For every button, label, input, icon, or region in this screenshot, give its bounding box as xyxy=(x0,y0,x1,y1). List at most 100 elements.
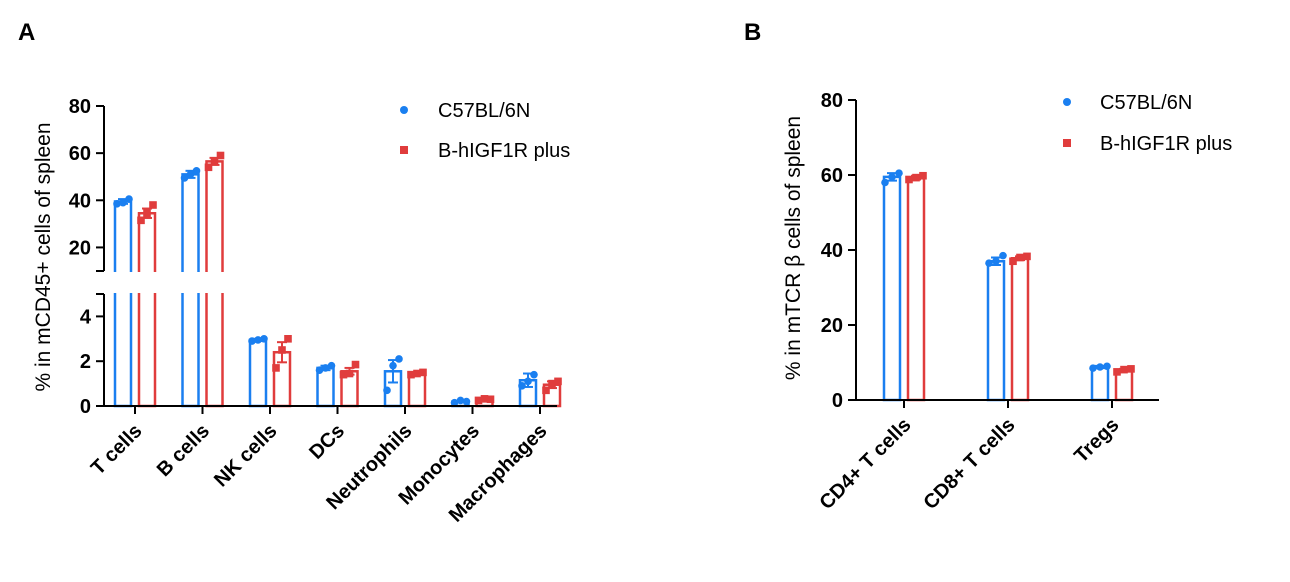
point-b-higf1r-plus-macrophages-1 xyxy=(542,386,550,395)
legend-a-c57-marker xyxy=(400,106,408,114)
point-b-higf1r-plus-neutrophils-1 xyxy=(407,370,415,379)
panel-a-y-tick-label-4: 4 xyxy=(80,306,92,328)
panel-a-legend: C57BL/6N B-hIGF1R plus xyxy=(400,100,570,162)
point-c57bl-6n-cd8-t-cells-2 xyxy=(999,251,1007,260)
point-c57bl-6n-cd4-t-cells-2 xyxy=(895,169,903,177)
panel-b-y-tick-label-80: 80 xyxy=(821,90,843,112)
point-c57bl-6n-cd4-t-cells-3 xyxy=(888,173,896,181)
point-c57bl-6n-macrophages-3 xyxy=(524,377,532,386)
point-c57bl-6n-monocytes-1 xyxy=(450,398,459,407)
panel-a-bars xyxy=(107,151,567,408)
category-label-dcs: DCs xyxy=(305,420,349,464)
point-c57bl-6n-tregs-3 xyxy=(1096,363,1104,371)
point-c57bl-6n-dcs-1 xyxy=(315,366,324,374)
legend-b-c57-marker xyxy=(1063,98,1071,106)
point-c57bl-6n-tregs-1 xyxy=(1089,364,1097,372)
panel-a-y-tick-label-0: 0 xyxy=(80,396,91,418)
legend-b-c57-label: C57BL/6N xyxy=(1100,92,1192,114)
point-b-higf1r-plus-tregs-3 xyxy=(1120,365,1128,374)
panel-b-letter: B xyxy=(744,19,761,46)
legend-b-higf-marker xyxy=(1063,139,1071,147)
point-b-higf1r-plus-t-cells-3 xyxy=(143,209,151,218)
point-b-higf1r-plus-nk-cells-1 xyxy=(272,364,280,372)
point-c57bl-6n-tregs-2 xyxy=(1103,362,1111,371)
panel-a-axes xyxy=(96,106,557,407)
panel-a-lower-ticks: 0 2 4 xyxy=(80,306,104,418)
point-b-higf1r-plus-macrophages-2 xyxy=(554,377,562,386)
panel-b-y-tick-label-40: 40 xyxy=(821,240,843,262)
point-b-higf1r-plus-cd4-t-cells-1 xyxy=(905,175,913,184)
point-b-higf1r-plus-b-cells-1 xyxy=(204,163,213,172)
point-c57bl-6n-dcs-3 xyxy=(321,364,330,372)
point-c57bl-6n-cd8-t-cells-3 xyxy=(992,257,1000,266)
bar-c57bl-6n-cd4-t-cells xyxy=(882,175,902,402)
point-b-higf1r-plus-b-cells-3 xyxy=(210,157,219,166)
bar-b-higf1r-plus-cd8-t-cells xyxy=(1010,257,1030,402)
point-b-higf1r-plus-cd8-t-cells-1 xyxy=(1009,257,1017,266)
point-b-higf1r-plus-tregs-2 xyxy=(1127,365,1135,373)
point-b-higf1r-plus-dcs-1 xyxy=(339,370,348,379)
point-c57bl-6n-monocytes-2 xyxy=(462,397,471,406)
category-label-cd8-t-cells: CD8+ T cells xyxy=(919,414,1019,514)
point-c57bl-6n-nk-cells-1 xyxy=(248,337,256,345)
bar-b-higf1r-plus-t-cells xyxy=(137,212,157,408)
point-b-higf1r-plus-nk-cells-2 xyxy=(284,335,292,343)
point-b-higf1r-plus-cd4-t-cells-2 xyxy=(919,171,927,180)
point-c57bl-6n-macrophages-1 xyxy=(518,382,526,390)
point-c57bl-6n-b-cells-1 xyxy=(180,174,189,182)
point-c57bl-6n-neutrophils-1 xyxy=(383,386,391,395)
bar-c57bl-6n-cd8-t-cells xyxy=(986,260,1006,402)
point-b-higf1r-plus-neutrophils-2 xyxy=(419,368,427,377)
panel-b: B % in mTCR β cells of spleen 020406080 … xyxy=(744,19,1232,514)
point-b-higf1r-plus-b-cells-2 xyxy=(216,151,225,160)
panel-b-legend: C57BL/6N B-hIGF1R plus xyxy=(1063,92,1232,155)
category-label-nk-cells: NK cells xyxy=(210,420,281,491)
point-b-higf1r-plus-cd4-t-cells-3 xyxy=(912,173,920,182)
category-label-tregs: Tregs xyxy=(1070,414,1123,467)
point-c57bl-6n-cd8-t-cells-1 xyxy=(985,259,993,267)
panel-a-y-tick-label-40: 40 xyxy=(69,190,91,212)
panel-a-y-tick-label-80: 80 xyxy=(69,96,91,118)
point-b-higf1r-plus-macrophages-3 xyxy=(548,379,556,388)
point-c57bl-6n-t-cells-2 xyxy=(125,195,133,203)
point-c57bl-6n-dcs-2 xyxy=(327,361,336,370)
panel-a-y-tick-label-2: 2 xyxy=(80,351,91,373)
panel-a-axis-break-gap xyxy=(107,272,567,293)
point-b-higf1r-plus-dcs-2 xyxy=(351,360,360,369)
panel-a-upper-ticks: 20 40 60 80 xyxy=(69,96,104,259)
point-c57bl-6n-b-cells-2 xyxy=(192,167,201,175)
point-c57bl-6n-b-cells-3 xyxy=(186,170,195,179)
panel-b-ticks: 0 20 40 60 80 xyxy=(821,90,856,412)
panel-b-y-tick-label-20: 20 xyxy=(821,315,843,337)
point-c57bl-6n-nk-cells-2 xyxy=(260,335,268,343)
point-c57bl-6n-t-cells-3 xyxy=(119,198,127,207)
panel-b-y-tick-label-60: 60 xyxy=(821,165,843,187)
panel-b-y-tick-label-0: 0 xyxy=(832,390,843,412)
panel-a-y-tick-label-60: 60 xyxy=(69,143,91,165)
point-b-higf1r-plus-monocytes-2 xyxy=(486,395,495,404)
legend-a-c57-label: C57BL/6N xyxy=(438,100,530,122)
point-b-higf1r-plus-tregs-1 xyxy=(1113,368,1121,376)
point-b-higf1r-plus-neutrophils-3 xyxy=(413,369,421,378)
point-c57bl-6n-macrophages-2 xyxy=(530,370,538,379)
legend-a-higf-label: B-hIGF1R plus xyxy=(438,140,570,162)
bar-c57bl-6n-tregs xyxy=(1090,365,1110,402)
category-label-b-cells: B cells xyxy=(153,420,214,481)
point-c57bl-6n-monocytes-3 xyxy=(456,396,465,405)
point-b-higf1r-plus-t-cells-2 xyxy=(149,201,157,209)
point-b-higf1r-plus-dcs-3 xyxy=(345,369,354,378)
point-c57bl-6n-neutrophils-2 xyxy=(395,355,403,363)
bar-b-higf1r-plus-cd4-t-cells xyxy=(906,176,926,402)
category-label-t-cells: T cells xyxy=(87,420,147,480)
panel-a-y-axis-label: % in mCD45+ cells of spleen xyxy=(32,122,55,391)
point-b-higf1r-plus-monocytes-1 xyxy=(474,396,483,405)
point-c57bl-6n-cd4-t-cells-1 xyxy=(881,178,889,187)
category-label-cd4-t-cells: CD4+ T cells xyxy=(815,414,915,514)
bar-c57bl-6n-nk-cells xyxy=(248,338,268,408)
panel-b-bars xyxy=(881,169,1135,402)
point-c57bl-6n-t-cells-1 xyxy=(113,200,121,208)
legend-a-higf-marker xyxy=(400,146,408,154)
